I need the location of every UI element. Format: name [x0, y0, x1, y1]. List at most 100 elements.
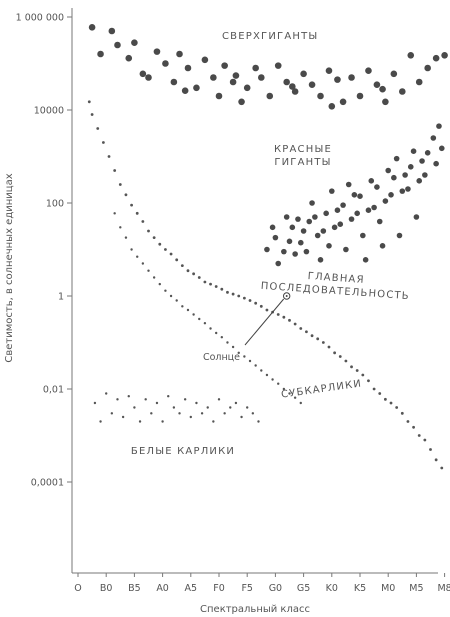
subdwarfs-point — [124, 236, 128, 239]
supergiants-point — [215, 92, 223, 100]
supergiants-point — [300, 70, 307, 78]
red-giants-point — [340, 202, 346, 208]
supergiants-point — [432, 54, 440, 62]
red-giants-point — [413, 214, 420, 220]
supergiants-point — [407, 52, 415, 59]
x-tick-label: A0 — [156, 583, 169, 594]
x-tick-label: B5 — [128, 583, 141, 594]
red-giants-point — [382, 198, 389, 204]
supergiants-point — [308, 81, 316, 89]
main-sequence-point — [186, 269, 190, 273]
subdwarfs-point — [254, 364, 257, 367]
x-tick-label: O — [74, 583, 81, 594]
supergiants-point — [184, 64, 192, 72]
x-tick-label: B0 — [100, 583, 113, 594]
subdwarfs-point — [164, 289, 167, 292]
white-dwarfs-point — [240, 415, 243, 419]
main-sequence-point — [423, 438, 427, 442]
red-giants-point — [354, 210, 360, 217]
red-giants-point — [303, 248, 310, 255]
red-giants-point — [422, 172, 428, 178]
main-sequence-point — [158, 242, 162, 246]
main-sequence-point — [113, 169, 117, 172]
white-dwarfs-point — [167, 395, 170, 398]
supergiants-point — [399, 88, 406, 95]
red-giants-point — [292, 251, 298, 257]
main-sequence-point — [344, 359, 348, 363]
main-sequence-point — [367, 379, 370, 383]
white-dwarfs-point — [133, 406, 136, 409]
white-dwarfs-point — [223, 412, 226, 415]
supergiants-point — [243, 84, 251, 92]
red-giants-point — [402, 172, 408, 178]
supergiants-point — [201, 56, 209, 64]
red-giants-point — [365, 207, 372, 214]
red-giants-point — [326, 243, 332, 249]
supergiants-point — [266, 92, 274, 100]
red-giants-point — [362, 257, 369, 263]
red-giants-point — [306, 218, 313, 225]
supergiants-point — [328, 103, 336, 110]
red-giants-point — [436, 123, 442, 129]
main-sequence-point — [417, 434, 421, 437]
main-sequence-point — [259, 304, 263, 308]
red-giants-point — [410, 148, 417, 155]
red-giants-point — [424, 150, 431, 156]
red-giants-point — [357, 193, 363, 200]
supergiants-point — [274, 62, 282, 69]
supergiants-point — [229, 78, 237, 86]
subdwarfs-point — [265, 373, 269, 377]
main-sequence-label-line: ПОСЛЕДОВАТЕЛЬНОСТЬ — [260, 281, 410, 302]
main-sequence-point — [197, 276, 201, 279]
red-giants-point — [272, 234, 279, 241]
white-dwarfs-point — [150, 412, 153, 415]
main-sequence-point — [350, 365, 353, 369]
red-giants-point — [312, 214, 318, 220]
white-dwarfs-point — [189, 415, 192, 419]
main-sequence-label-line: ГЛАВНАЯ — [307, 271, 365, 286]
main-sequence-point — [209, 282, 212, 286]
subdwarfs-point — [119, 226, 122, 229]
x-tick-label: M0 — [381, 583, 395, 594]
main-sequence-point — [203, 280, 207, 284]
red-giants-point — [334, 207, 341, 214]
red-giants-point — [314, 232, 321, 239]
x-tick-label: K5 — [354, 583, 366, 594]
main-sequence-point — [147, 229, 150, 233]
supergiants-point — [415, 78, 423, 86]
supergiants-point — [373, 81, 381, 89]
sun-pointer-line — [244, 298, 285, 346]
supergiants-point — [139, 70, 147, 78]
x-tick-label: K0 — [326, 583, 338, 594]
white-dwarfs-point — [234, 401, 238, 405]
subdwarfs-series — [113, 212, 302, 405]
red-giants-point — [399, 188, 406, 194]
white-dwarfs-point — [105, 392, 108, 395]
white-dwarfs-point — [127, 395, 130, 398]
supergiants-point — [88, 24, 96, 31]
main-sequence-point — [248, 299, 252, 302]
red-giants-point — [320, 228, 327, 234]
main-sequence-point — [327, 345, 331, 349]
subdwarfs-point — [158, 282, 161, 286]
main-sequence-point — [180, 264, 184, 268]
red-giants-point — [391, 174, 397, 181]
subdwarfs-point — [293, 396, 297, 399]
subdwarfs-point — [113, 212, 116, 215]
supergiants-point — [390, 70, 398, 78]
main-sequence-point — [220, 287, 224, 291]
red-giants-point — [407, 164, 414, 170]
red-giants-point — [269, 224, 276, 231]
red-giants-point — [348, 216, 355, 222]
main-sequence-point — [265, 308, 269, 312]
red-giants-point — [388, 192, 394, 198]
subdwarfs-point — [198, 317, 201, 321]
main-sequence-point — [321, 341, 325, 344]
red-giants-point — [360, 232, 366, 239]
subdwarfs-point — [136, 255, 139, 258]
main-sequence-point — [400, 411, 404, 415]
main-sequence-point — [282, 315, 286, 319]
red-giants-point — [289, 224, 296, 231]
main-sequence-point — [378, 392, 382, 395]
red-giants-point — [275, 260, 282, 267]
